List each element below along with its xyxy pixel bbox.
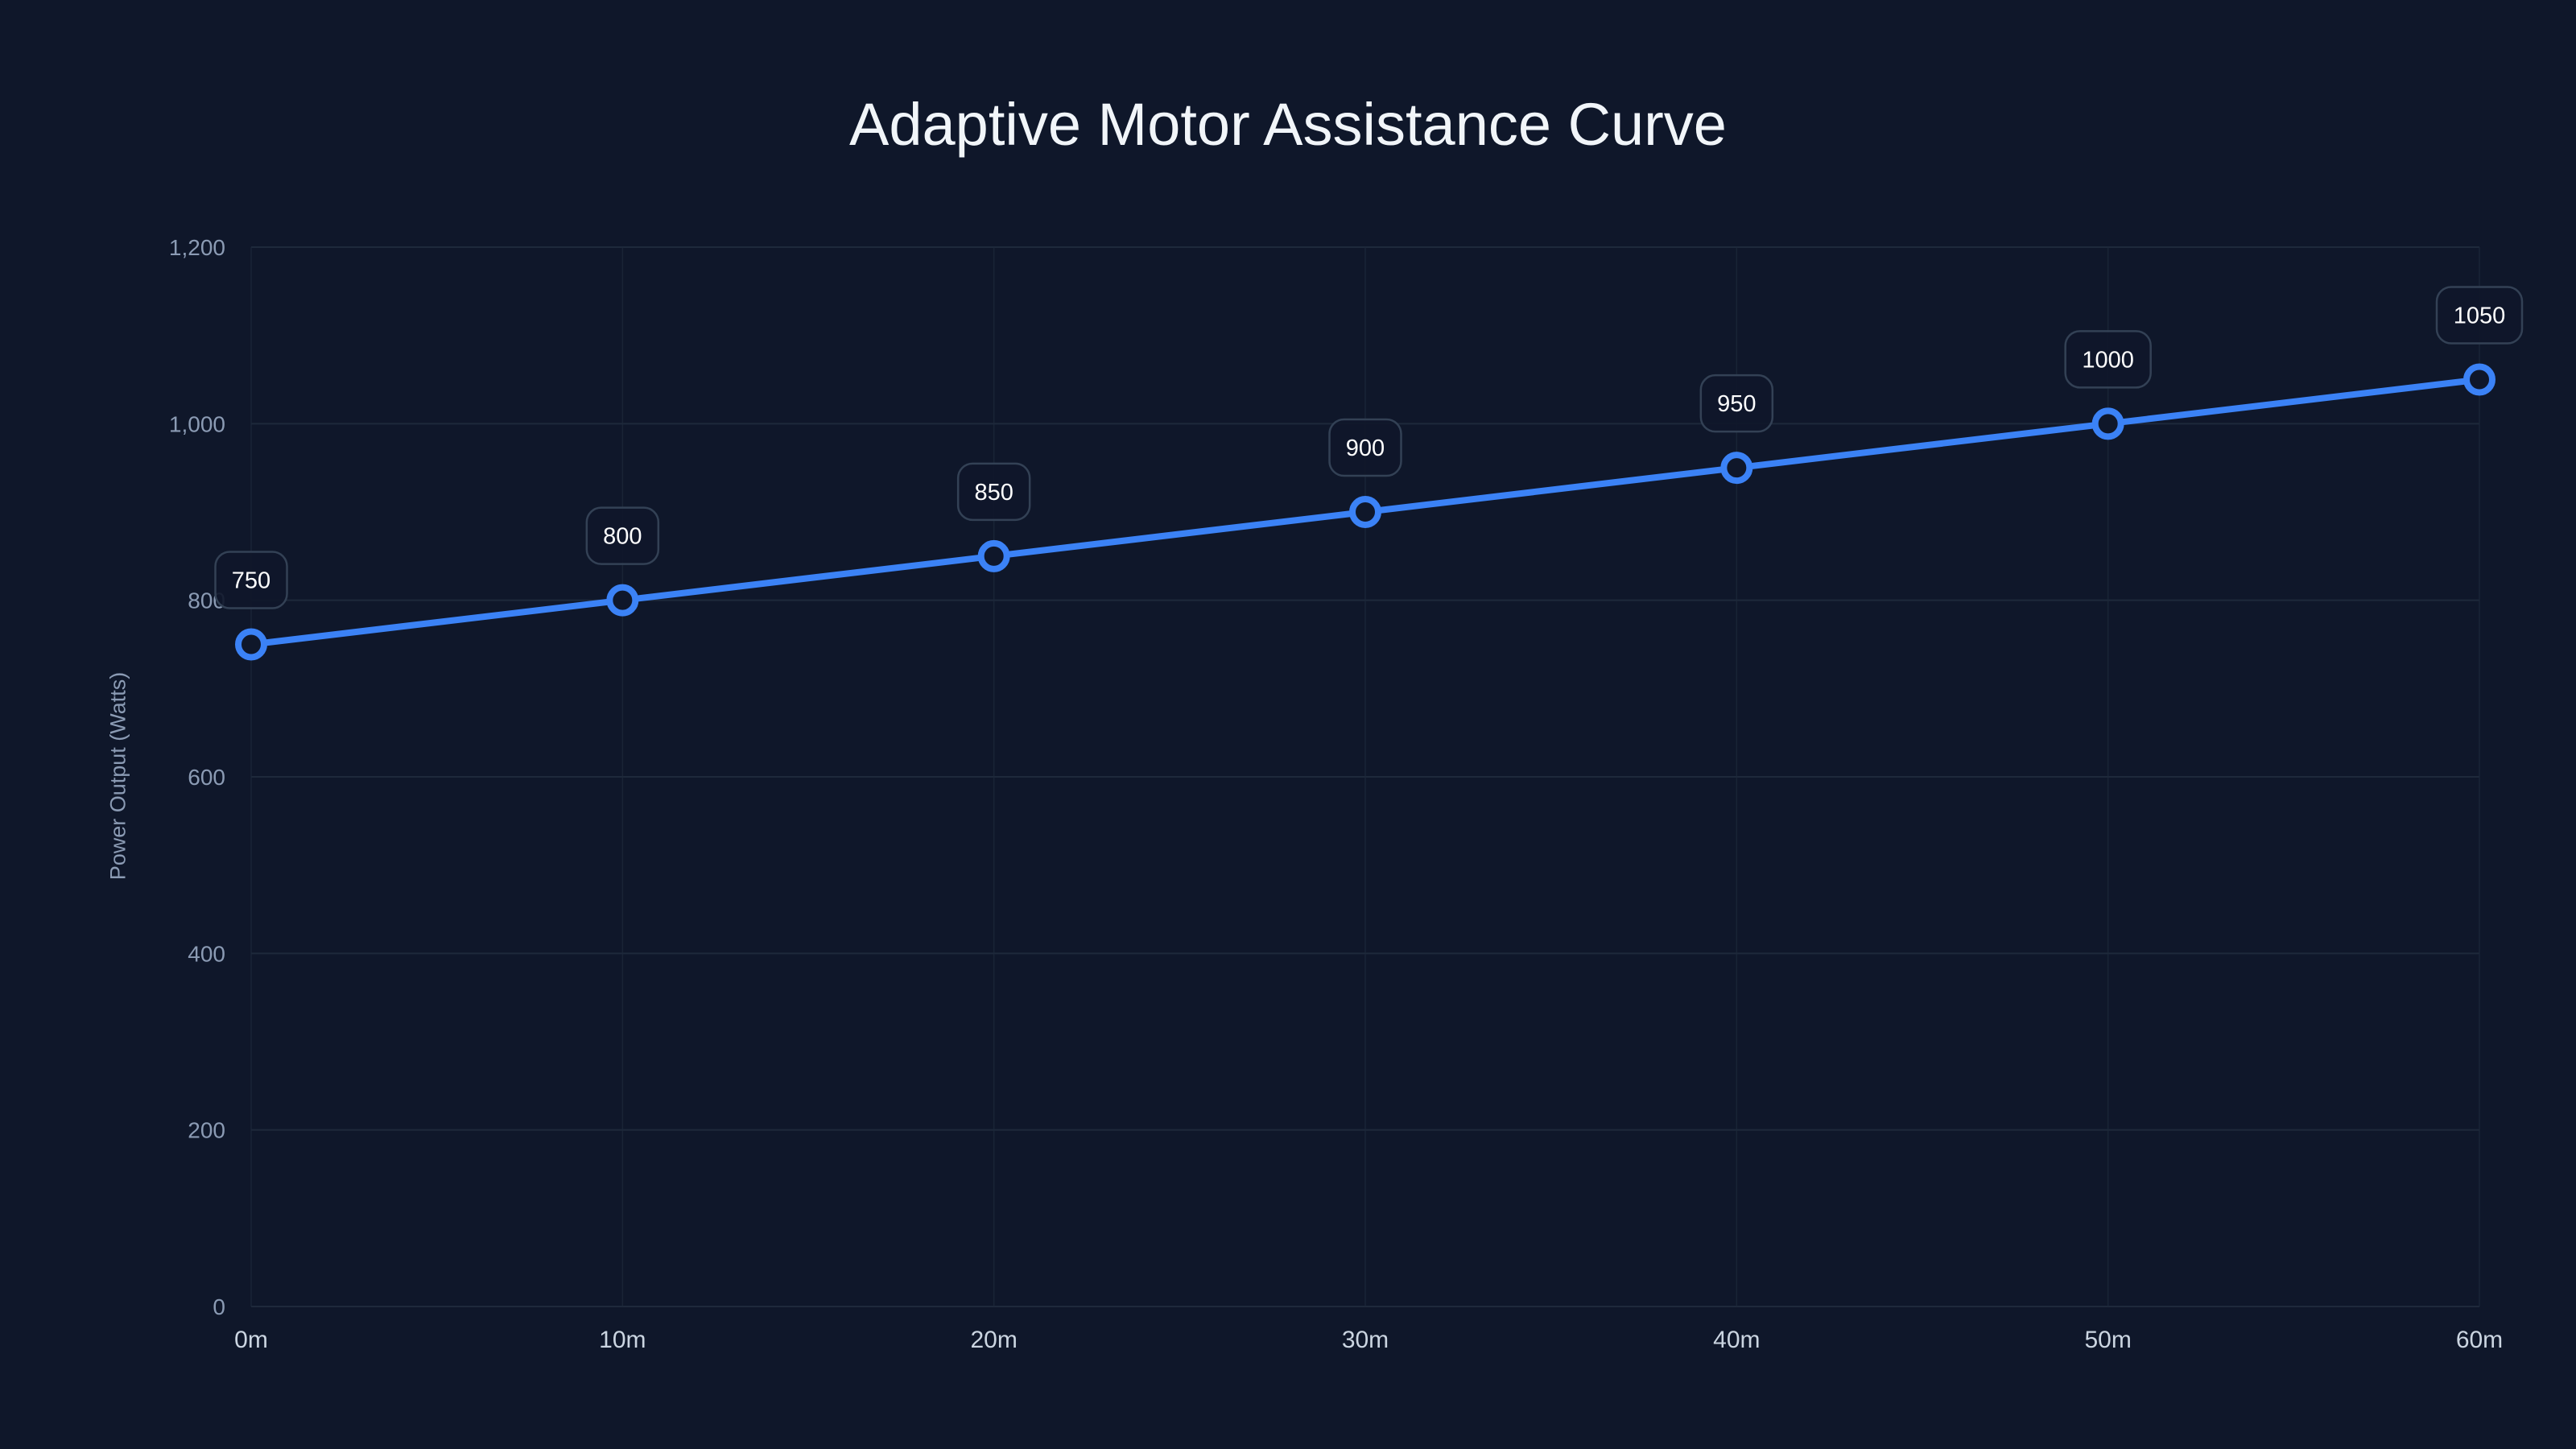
data-label-box	[956, 462, 1031, 522]
x-tick-label: 60m	[2456, 1327, 2503, 1353]
data-point-marker[interactable]	[1720, 452, 1753, 485]
data-label: 1050	[2435, 286, 2524, 345]
data-label: 800	[585, 506, 660, 565]
x-tick-label: 30m	[1342, 1327, 1389, 1353]
y-tick-label: 200	[188, 1118, 225, 1143]
data-label: 750	[214, 551, 288, 609]
y-tick-label: 1,000	[169, 411, 225, 436]
data-point-marker[interactable]	[235, 628, 267, 661]
data-label-text: 850	[974, 480, 1013, 506]
x-tick-label: 20m	[970, 1327, 1017, 1353]
y-tick-label: 400	[188, 941, 225, 966]
data-label-text: 800	[603, 524, 642, 550]
data-point-marker[interactable]	[606, 584, 639, 617]
data-point-marker[interactable]	[1349, 496, 1381, 528]
x-axis-ticks: 0m 10m 20m 30m 40m 50m 60m	[234, 1327, 2503, 1353]
data-label-text: 1050	[2454, 303, 2506, 329]
data-label: 1000	[2064, 330, 2152, 389]
y-tick-label: 0	[213, 1294, 225, 1319]
data-label: 900	[1328, 418, 1402, 477]
data-point-marker[interactable]	[2463, 363, 2496, 396]
x-tick-label: 40m	[1713, 1327, 1760, 1353]
data-label-box	[1328, 418, 1402, 477]
x-tick-label: 0m	[234, 1327, 268, 1353]
x-tick-label: 50m	[2084, 1327, 2131, 1353]
chart-title: Adaptive Motor Assistance Curve	[849, 91, 1727, 158]
data-label-text: 900	[1346, 436, 1385, 461]
data-point-marker[interactable]	[977, 539, 1010, 572]
series-power-output	[235, 363, 2496, 661]
data-labels: 750 800 850 900 950 1000 1050	[214, 286, 2524, 609]
data-label-box	[1699, 374, 1774, 433]
data-label-text: 750	[232, 568, 270, 594]
y-tick-label: 1,200	[169, 235, 225, 260]
data-label: 950	[1699, 374, 1774, 433]
x-tick-label: 10m	[599, 1327, 646, 1353]
data-label-box	[2064, 330, 2152, 389]
data-point-marker[interactable]	[2091, 407, 2124, 440]
data-label-box	[214, 551, 288, 609]
data-label-text: 1000	[2082, 347, 2134, 373]
y-tick-label: 600	[188, 765, 225, 790]
data-label-box	[585, 506, 660, 565]
data-label-text: 950	[1717, 391, 1756, 417]
data-label: 850	[956, 462, 1031, 522]
data-label-box	[2435, 286, 2524, 345]
